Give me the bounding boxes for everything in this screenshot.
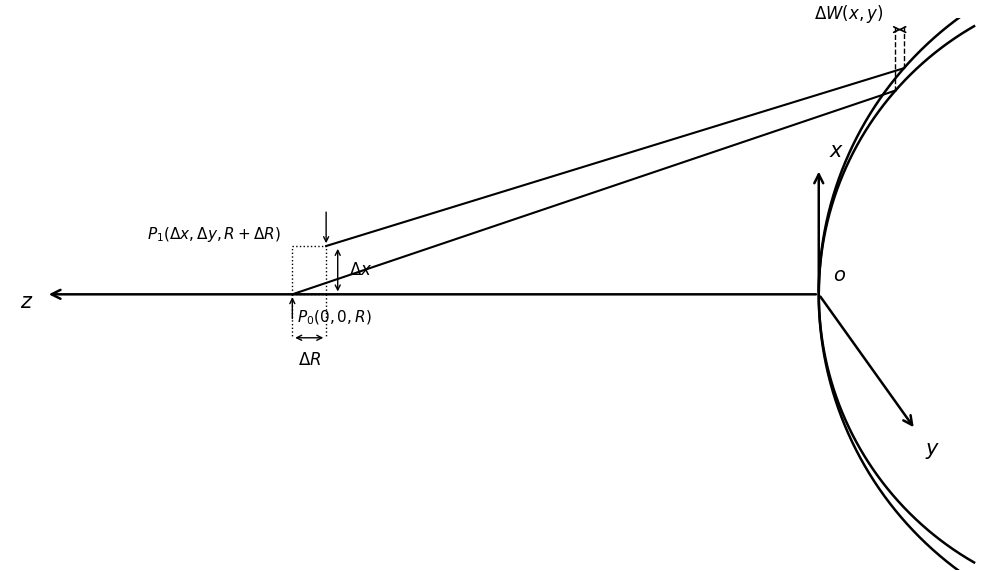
Text: $\Delta R$: $\Delta R$ bbox=[298, 352, 321, 369]
Text: $\Delta W(x,y)$: $\Delta W(x,y)$ bbox=[814, 3, 884, 25]
Text: $z$: $z$ bbox=[20, 292, 33, 312]
Text: $\Delta x$: $\Delta x$ bbox=[349, 262, 373, 279]
Text: $y$: $y$ bbox=[925, 441, 940, 461]
Text: $P_1(\Delta x, \Delta y, R+\Delta R)$: $P_1(\Delta x, \Delta y, R+\Delta R)$ bbox=[147, 225, 281, 244]
Text: $x$: $x$ bbox=[829, 141, 844, 161]
Text: $P_0(0,0,R)$: $P_0(0,0,R)$ bbox=[297, 309, 372, 327]
Text: $o$: $o$ bbox=[833, 267, 846, 285]
